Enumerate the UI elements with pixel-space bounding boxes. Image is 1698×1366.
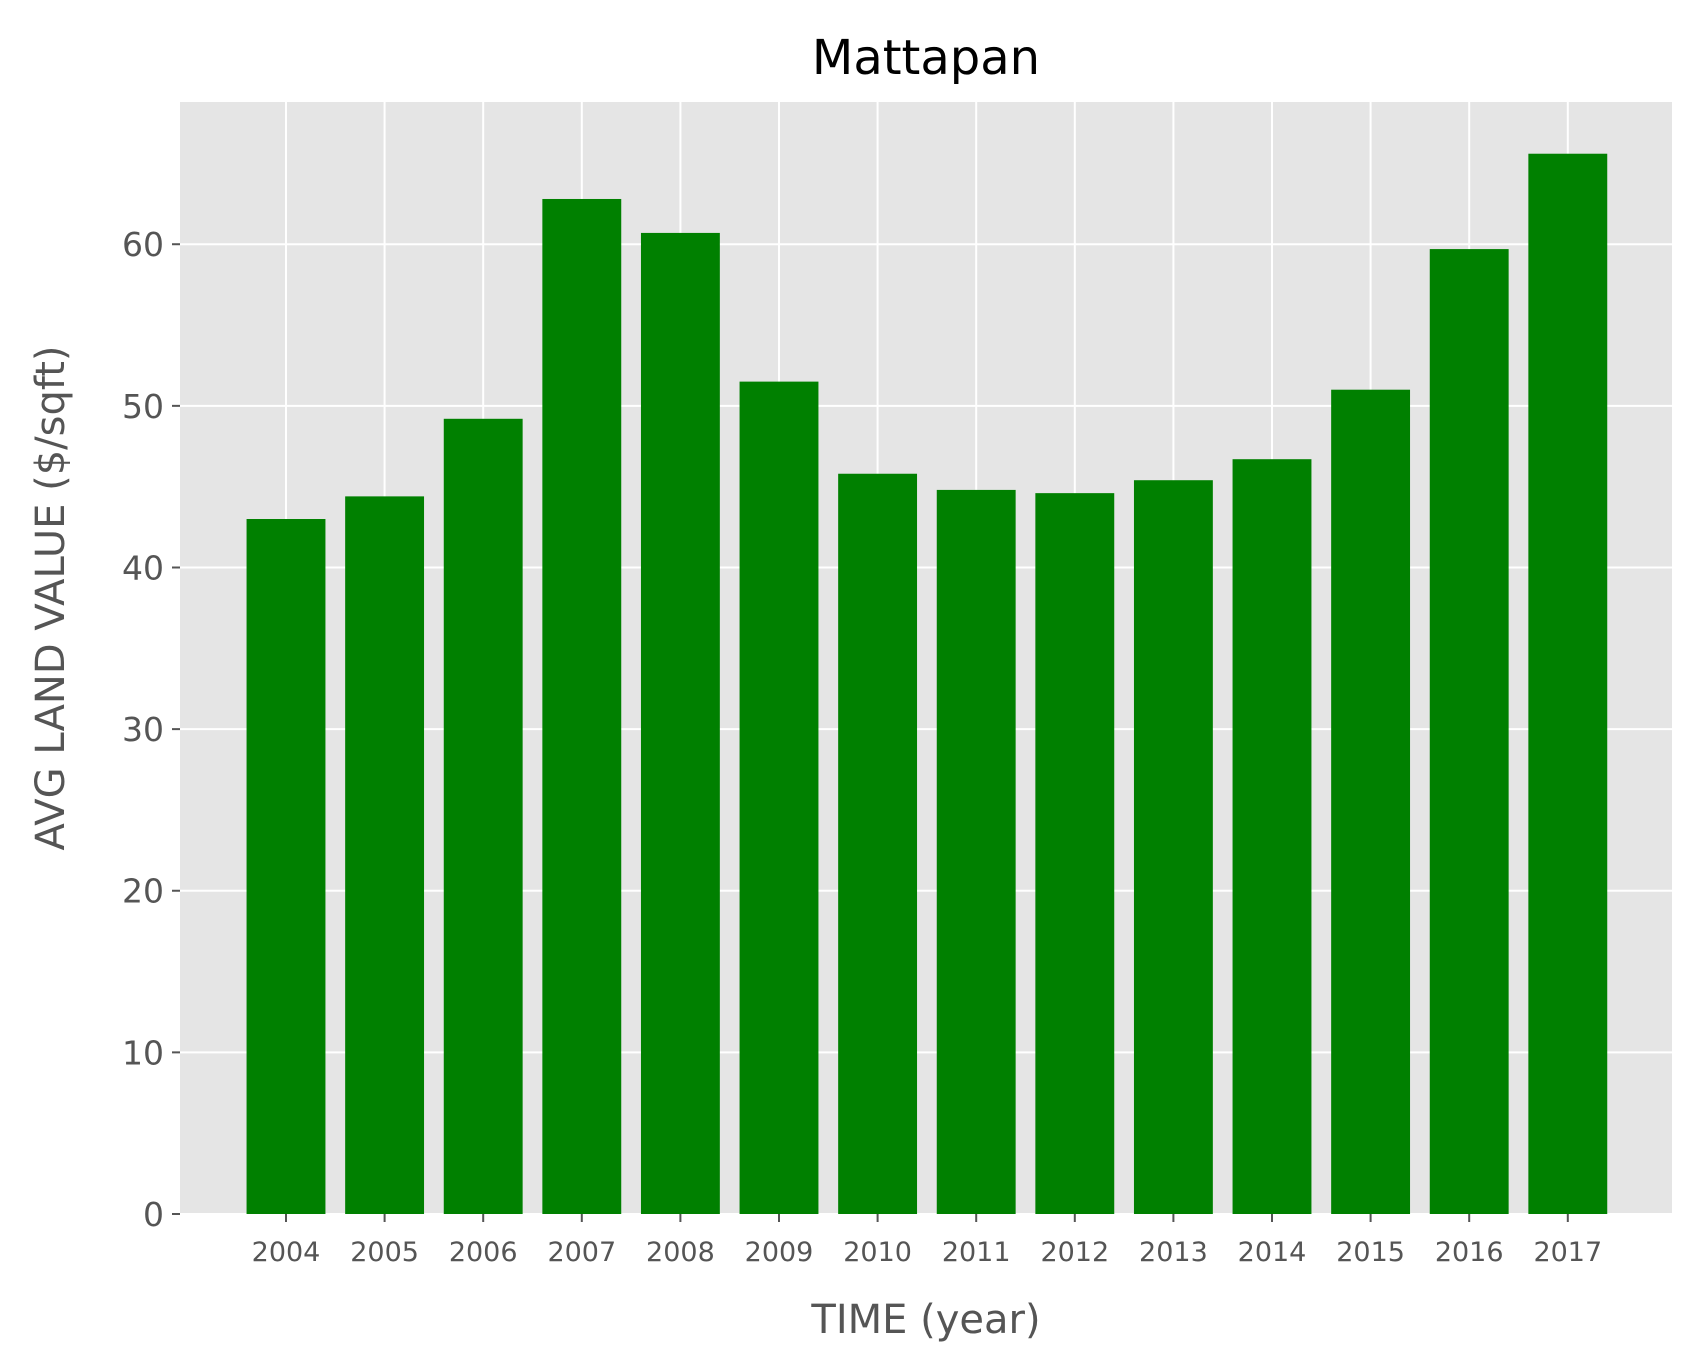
x-tick-label: 2006 <box>449 1237 518 1268</box>
x-tick-label: 2012 <box>1040 1237 1109 1268</box>
x-tick-label: 2017 <box>1533 1237 1602 1268</box>
x-tick-label: 2015 <box>1336 1237 1405 1268</box>
bar <box>443 418 523 1214</box>
bar <box>936 489 1016 1214</box>
bar <box>838 473 918 1215</box>
bar <box>1133 480 1213 1214</box>
y-tick-label: 60 <box>122 225 164 264</box>
plot-area <box>180 102 1672 1214</box>
y-axis: 0 10 20 30 40 50 60 <box>122 225 180 1234</box>
bar <box>640 232 720 1215</box>
bar <box>1232 459 1312 1215</box>
bar <box>1528 153 1608 1214</box>
x-tick-label: 2011 <box>942 1237 1011 1268</box>
bar <box>246 519 326 1214</box>
bar <box>1429 249 1509 1214</box>
y-tick-label: 50 <box>122 387 164 426</box>
x-tick-label: 2014 <box>1238 1237 1307 1268</box>
y-tick-label: 20 <box>122 872 164 911</box>
y-tick-label: 40 <box>122 548 164 587</box>
y-tick-label: 30 <box>122 710 164 749</box>
x-tick-label: 2008 <box>646 1237 715 1268</box>
chart-title: Mattapan <box>812 30 1040 86</box>
x-tick-label: 2013 <box>1139 1237 1208 1268</box>
x-tick-label: 2010 <box>843 1237 912 1268</box>
bar <box>345 496 425 1215</box>
bar <box>542 198 622 1214</box>
y-axis-label: AVG LAND VALUE ($/sqft) <box>28 345 74 850</box>
y-tick-label: 10 <box>122 1033 164 1072</box>
x-axis: 2004 2005 2006 2007 2008 2009 2010 2011 2012 2013… <box>252 1214 1602 1268</box>
x-tick-label: 2007 <box>547 1237 616 1268</box>
x-tick-label: 2009 <box>745 1237 814 1268</box>
bar <box>1331 389 1411 1215</box>
bars <box>246 153 1608 1215</box>
y-tick-label: 0 <box>143 1195 164 1234</box>
x-tick-label: 2016 <box>1435 1237 1504 1268</box>
x-axis-label: TIME (year) <box>810 1297 1040 1343</box>
x-tick-label: 2005 <box>350 1237 419 1268</box>
bar <box>739 381 819 1214</box>
bar <box>1035 493 1115 1214</box>
x-tick-label: 2004 <box>252 1237 321 1268</box>
